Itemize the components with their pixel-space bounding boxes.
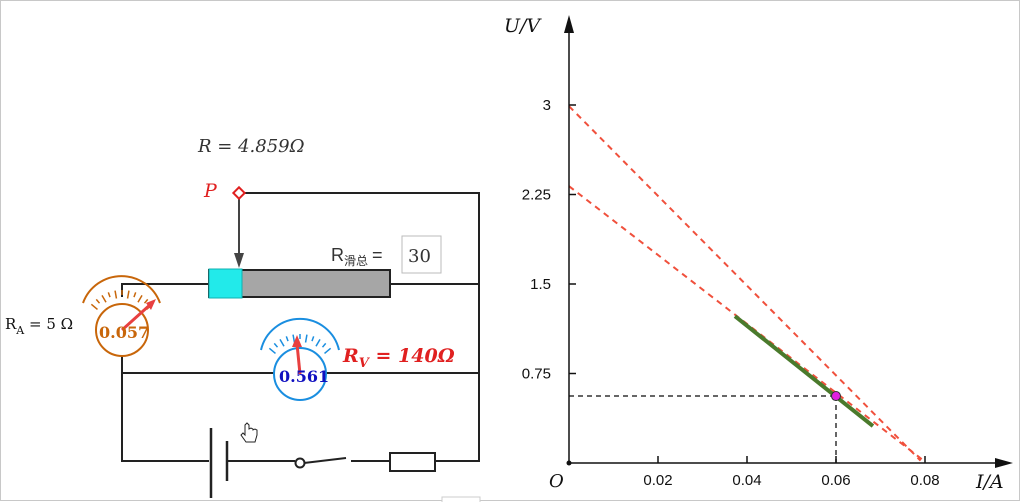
meter-tick: [292, 334, 296, 343]
series-line-upper: [568, 105, 922, 462]
slider-pointer-arrow: [234, 193, 244, 268]
point-p-label: P: [203, 180, 218, 202]
meter-tick: [101, 294, 107, 303]
slider-total-input[interactable]: [401, 235, 442, 274]
x-tick-label: 0.08: [910, 472, 939, 489]
meter-tick: [304, 334, 308, 343]
operating-point[interactable]: [831, 391, 841, 402]
meter-tick: [95, 298, 101, 304]
fixed-resistor: [389, 452, 436, 472]
y-tick-label: 0.75: [522, 366, 551, 383]
ammeter-resistance-label: RA = 5 Ω: [5, 315, 73, 337]
meter-tick: [285, 336, 289, 342]
voltmeter-reading: 0.561: [279, 367, 329, 386]
meter-tick: [143, 298, 149, 304]
x-axis-label: I/A: [975, 471, 1004, 493]
u-i-chart: O U/V I/A 0.02 0.04 0.06 0.08 0.75 1.5 2.25 3: [504, 15, 1013, 493]
meter-tick: [311, 336, 315, 342]
ammeter-reading: 0.057: [99, 323, 149, 342]
wire-left: [121, 356, 209, 462]
svg-text:R滑总=: R滑总 =: [331, 245, 383, 268]
meter-tick: [315, 338, 321, 347]
origin-label: O: [549, 471, 564, 492]
series-operating-range: [733, 314, 875, 428]
ammeter: 0.057: [82, 275, 161, 357]
y-tick-label: 2.25: [522, 187, 551, 204]
rheostat-slider[interactable]: [208, 268, 243, 299]
voltmeter-resistance-label: RV = 140Ω: [342, 345, 455, 371]
origin-dot: [566, 460, 572, 466]
y-tick-label: 1.5: [530, 276, 551, 293]
meter-tick: [321, 342, 327, 348]
resistance-label: R = 4.859Ω: [197, 136, 305, 157]
hand-cursor-icon: [240, 422, 258, 443]
bottom-stub: [441, 496, 481, 502]
meter-tick: [137, 294, 143, 303]
meter-tick: [133, 292, 137, 298]
point-p-handle[interactable]: [231, 185, 247, 201]
meter-tick: [279, 338, 285, 347]
slider-total-resistance: R滑总 = 30: [331, 235, 442, 274]
y-tick-label: 3: [543, 97, 551, 114]
meter-tick: [273, 342, 279, 348]
meter-tick: [90, 303, 98, 311]
x-ticks: 0.02 0.04 0.06 0.08: [643, 456, 940, 489]
slider-total-value: 30: [408, 246, 431, 267]
x-axis-arrow: [995, 458, 1013, 468]
meter-tick: [126, 290, 130, 299]
meter-tick: [324, 347, 332, 355]
chart-series: [568, 105, 925, 463]
x-tick-label: 0.02: [643, 472, 672, 489]
meter-tick: [268, 347, 276, 355]
y-axis-arrow: [564, 15, 574, 33]
x-tick-label: 0.06: [821, 472, 850, 489]
y-axis-label: U/V: [504, 15, 542, 37]
x-tick-label: 0.04: [732, 472, 761, 489]
y-ticks: 0.75 1.5 2.25 3: [522, 97, 576, 383]
voltmeter: 0.561: [260, 317, 340, 401]
circuit: [121, 192, 480, 462]
switch[interactable]: [294, 457, 347, 469]
battery: [209, 428, 229, 498]
wire-top: [239, 192, 480, 462]
meter-tick: [107, 292, 111, 298]
meter-tick: [114, 290, 118, 299]
